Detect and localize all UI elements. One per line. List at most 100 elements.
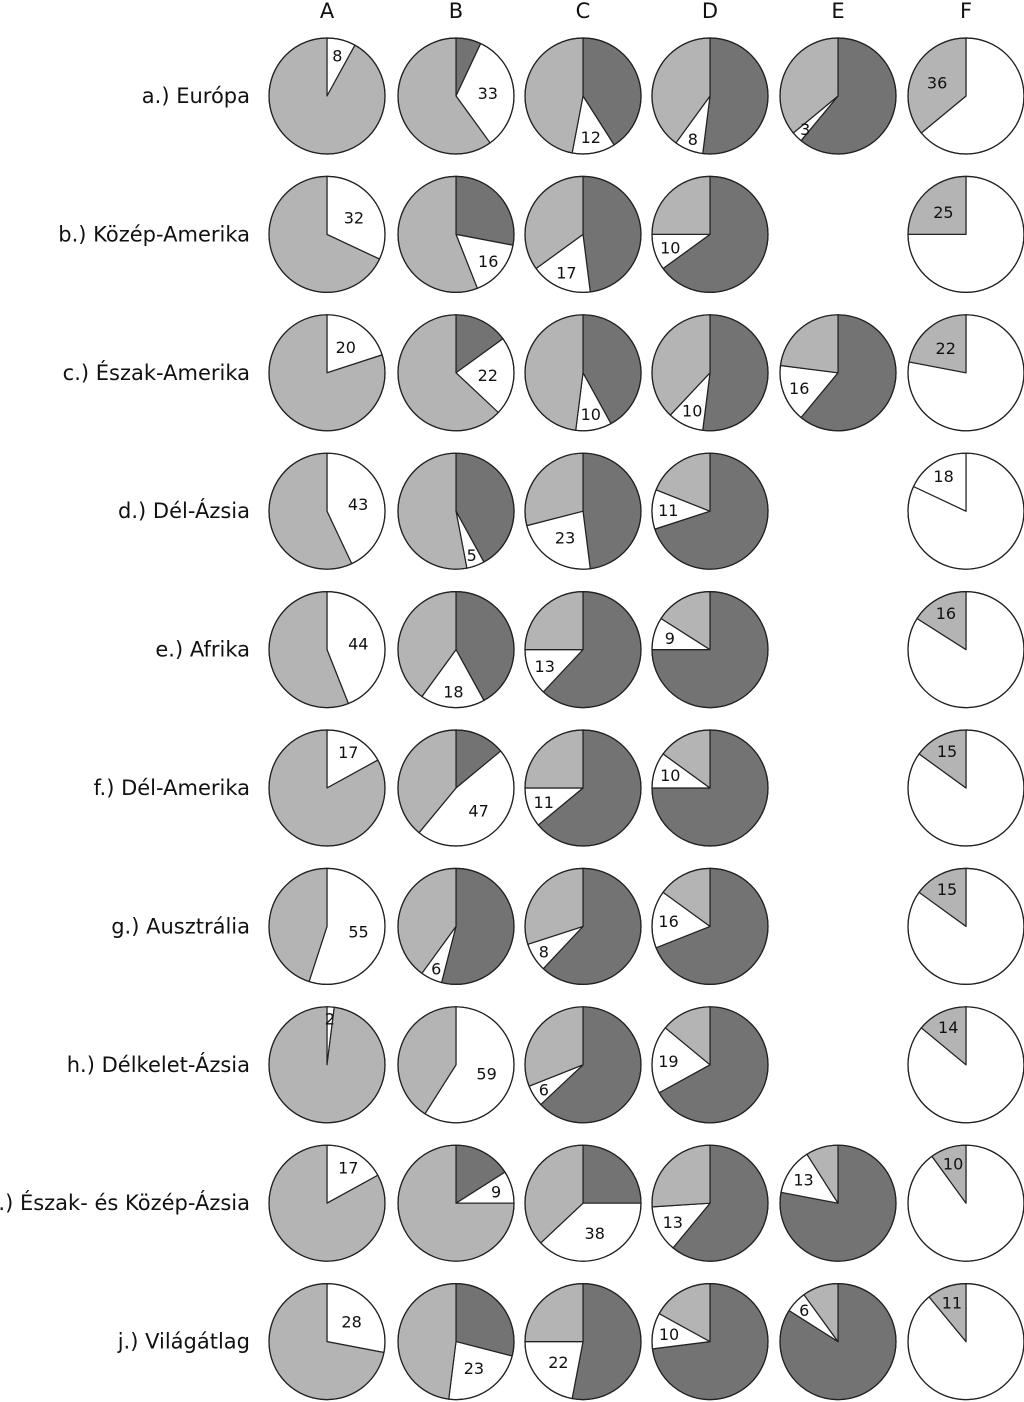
- pie-f: 14: [907, 1006, 1024, 1124]
- pie-outline: [397, 590, 515, 709]
- pie-f: 10: [907, 1144, 1024, 1262]
- slice-value-label: 32: [344, 208, 364, 227]
- pie-outline: [397, 452, 515, 570]
- pie-a: 2: [268, 1006, 386, 1124]
- pie-outline: [907, 867, 1024, 985]
- pie-outline: [907, 1283, 1024, 1401]
- slice-value-label: 17: [338, 1158, 358, 1177]
- pie-a: 8: [268, 37, 386, 155]
- column-header-c: C: [576, 0, 591, 23]
- slice-value-label: 5: [467, 546, 477, 565]
- pie-slice-light: [779, 314, 839, 374]
- pie-b: 47: [397, 729, 515, 847]
- pie-slice-light: [651, 1144, 711, 1208]
- column-header-d: D: [702, 0, 718, 23]
- pie-outline: [907, 591, 1024, 709]
- slice-value-label: 36: [927, 73, 947, 92]
- pie-d: 10: [651, 729, 769, 847]
- pie-outline: [907, 175, 1024, 293]
- slice-value-label: 18: [933, 467, 953, 486]
- slice-value-label: 2: [325, 1010, 335, 1029]
- pie-d: 16: [651, 867, 769, 986]
- pie-d: 9: [651, 590, 769, 709]
- pie-outline: [397, 37, 515, 155]
- pie-f: 11: [907, 1283, 1024, 1401]
- slice-value-label: 17: [556, 264, 576, 283]
- slice-value-label: 10: [660, 766, 680, 785]
- slice-value-label: 55: [348, 922, 368, 941]
- pie-slice-dark: [702, 37, 769, 155]
- slice-value-label: 3: [800, 120, 810, 139]
- slice-value-label: 16: [936, 604, 956, 623]
- pie-slice-dark: [702, 314, 769, 432]
- slice-value-label: 8: [332, 47, 342, 66]
- pie-f: 15: [907, 729, 1024, 847]
- pie-e: 6: [779, 1282, 897, 1401]
- slice-value-label: 11: [658, 501, 678, 520]
- pie-a: 20: [268, 314, 386, 432]
- row-label: a.) Európa: [142, 84, 250, 108]
- slice-value-label: 16: [789, 379, 809, 398]
- pie-outline: [268, 452, 386, 570]
- slice-value-label: 12: [581, 128, 601, 147]
- slice-value-label: 22: [478, 366, 498, 385]
- slice-value-label: 10: [682, 402, 702, 421]
- pie-f: 16: [907, 591, 1024, 709]
- pie-outline: [651, 314, 769, 432]
- slice-value-label: 9: [491, 1183, 501, 1202]
- pie-outline: [779, 314, 897, 432]
- slice-value-label: 6: [799, 1301, 809, 1320]
- slice-value-label: 33: [478, 84, 498, 103]
- pie-outline: [651, 867, 769, 986]
- pie-outline: [268, 37, 386, 155]
- pie-outline: [524, 1282, 642, 1401]
- row-label: i.) Észak- és Közép-Ázsia: [0, 1190, 250, 1215]
- pie-f: 36: [907, 37, 1024, 155]
- pie-outline: [268, 729, 386, 847]
- slice-value-label: 38: [585, 1224, 605, 1243]
- slice-value-label: 10: [581, 405, 601, 424]
- pie-outline: [524, 729, 642, 847]
- pie-outline: [651, 37, 769, 155]
- pie-slice-light: [524, 729, 584, 789]
- row-label: c.) Észak-Amerika: [63, 360, 250, 385]
- pie-b: 23: [397, 1282, 515, 1401]
- pie-c: 38: [524, 1144, 642, 1262]
- pie-outline: [268, 1282, 386, 1401]
- pie-b: 33: [397, 37, 515, 155]
- slice-value-label: 14: [938, 1018, 958, 1037]
- pie-outline: [524, 1144, 642, 1262]
- pie-f: 25: [907, 175, 1024, 293]
- slice-value-label: 43: [348, 495, 368, 514]
- pie-outline: [524, 867, 642, 986]
- pie-outline: [524, 37, 642, 155]
- pie-outline: [907, 452, 1024, 570]
- pie-e: 13: [779, 1144, 897, 1262]
- pie-f: 18: [907, 452, 1024, 570]
- column-header-b: B: [449, 0, 463, 23]
- pie-slice-dark: [455, 175, 515, 246]
- pie-slice-light: [397, 452, 468, 570]
- slice-value-label: 23: [464, 1359, 484, 1378]
- pie-outline: [268, 1006, 386, 1124]
- pie-b: 6: [397, 867, 515, 986]
- pie-outline: [907, 1006, 1024, 1124]
- pie-a: 44: [268, 590, 386, 709]
- pie-c: 11: [524, 729, 642, 847]
- pie-slice-light: [524, 591, 584, 651]
- pie-a: 17: [268, 1144, 386, 1262]
- pie-outline: [524, 1006, 642, 1124]
- slice-value-label: 11: [942, 1293, 962, 1312]
- pie-a: 17: [268, 729, 386, 847]
- pie-slice-light: [524, 314, 584, 431]
- slice-value-label: 11: [534, 793, 554, 812]
- pie-a: 28: [268, 1282, 386, 1401]
- pie-e: 3: [779, 37, 897, 155]
- pie-outline: [524, 175, 642, 293]
- pie-slice-light: [524, 37, 584, 154]
- pie-outline: [397, 1144, 515, 1262]
- pie-b: 5: [397, 452, 515, 570]
- slice-value-label: 23: [555, 529, 575, 548]
- pie-outline: [907, 1144, 1024, 1262]
